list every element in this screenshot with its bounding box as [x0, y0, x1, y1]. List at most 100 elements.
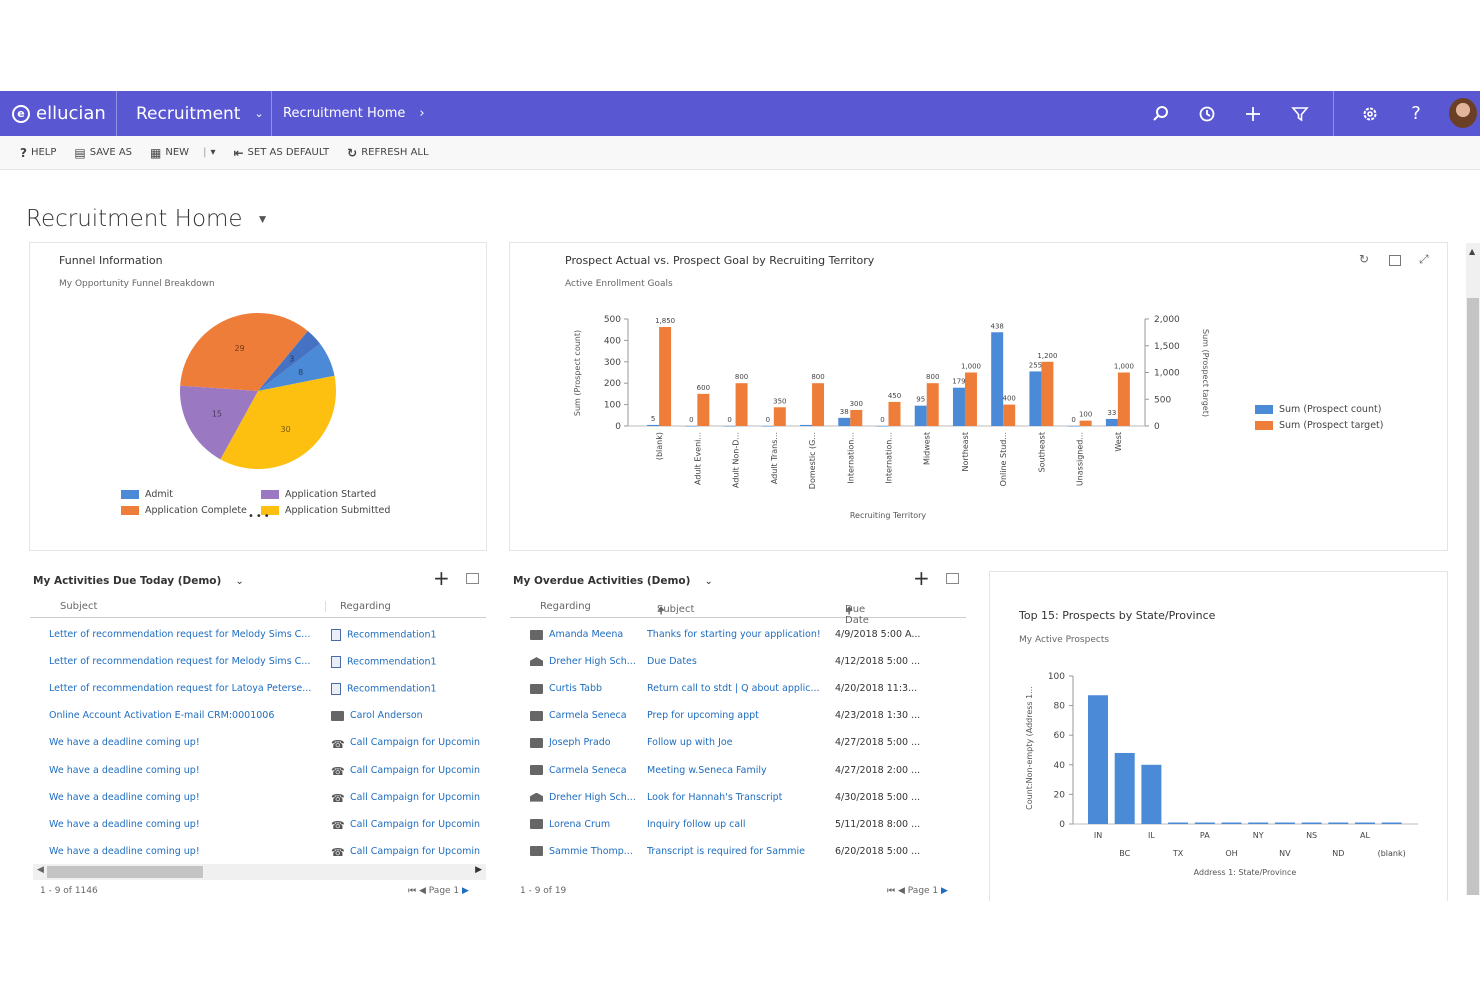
help-button[interactable]: ? HELP	[20, 145, 57, 160]
view-records-icon[interactable]	[1389, 255, 1401, 266]
activity-subject-link[interactable]: We have a deadline coming up!	[49, 845, 200, 857]
table-row[interactable]: Dreher High Sch... Look for Hannah's Tran…	[510, 784, 966, 811]
activity-subject-link[interactable]: We have a deadline coming up!	[49, 791, 200, 803]
overdue-subject-link[interactable]: Follow up with Joe	[647, 737, 733, 749]
overdue-regarding-link[interactable]: Dreher High Sch...	[530, 656, 644, 667]
table-row[interactable]: Carmela Seneca Meeting w.Seneca Family 4/2…	[510, 757, 966, 784]
prospect-bar-chart[interactable]: Sum (Prospect count) Sum (Prospect targe…	[510, 243, 1449, 552]
table-row[interactable]: We have a deadline coming up! ☎ Call Campa…	[30, 811, 486, 838]
scrollbar-thumb[interactable]	[1467, 298, 1479, 895]
horizontal-scrollbar[interactable]: ◀ ▶	[33, 864, 486, 880]
scrollbar-thumb[interactable]	[47, 866, 203, 878]
prev-page-icon[interactable]: ◀	[418, 886, 426, 896]
overdue-subject-link[interactable]: Thanks for starting your application!	[647, 629, 821, 640]
expand-icon[interactable]: ⤢	[1419, 252, 1429, 266]
state-bar-chart[interactable]: Count:Non-empty (Address 1... Address 1:…	[990, 572, 1449, 902]
plus-icon[interactable]	[1239, 91, 1267, 136]
overdue-title[interactable]: My Overdue Activities (Demo) ⌄	[513, 575, 713, 587]
overdue-regarding-link[interactable]: Lorena Crum	[530, 819, 644, 830]
overdue-regarding-link[interactable]: Amanda Meena	[530, 629, 644, 640]
help-icon[interactable]: ?	[1411, 103, 1421, 124]
overdue-regarding-link[interactable]: Carmela Seneca	[530, 710, 644, 721]
settings-icon[interactable]	[1356, 91, 1384, 136]
scroll-up-icon[interactable]: ▲	[1469, 247, 1476, 256]
page-vertical-scrollbar[interactable]: ▲	[1466, 243, 1480, 895]
refresh-all-button[interactable]: ↻ REFRESH ALL	[347, 145, 429, 160]
overdue-regarding-link[interactable]: Sammie Thomp...	[530, 846, 644, 857]
activity-regarding-link[interactable]: ☎ Call Campaign for Upcomin	[331, 737, 487, 748]
activity-subject-link[interactable]: We have a deadline coming up!	[49, 764, 200, 776]
activities-today-title[interactable]: My Activities Due Today (Demo) ⌄	[33, 575, 244, 587]
activity-regarding-link[interactable]: Recommendation1	[331, 628, 487, 641]
table-row[interactable]: Amanda Meena Thanks for starting your app…	[510, 621, 966, 648]
overdue-regarding-link[interactable]: Dreher High Sch...	[530, 792, 644, 803]
module-switcher[interactable]: Recruitment ⌄	[136, 91, 264, 136]
overdue-subject-link[interactable]: Return call to stdt | Q about applic...	[647, 683, 820, 695]
table-row[interactable]: We have a deadline coming up! ☎ Call Campa…	[30, 729, 486, 756]
first-page-icon[interactable]: ⏮	[887, 886, 896, 896]
overdue-regarding-link[interactable]: Curtis Tabb	[530, 683, 644, 694]
activity-subject-link[interactable]: Online Account Activation E-mail CRM:000…	[49, 710, 275, 722]
activity-subject-link[interactable]: We have a deadline coming up!	[49, 818, 200, 830]
overdue-subject-link[interactable]: Prep for upcoming appt	[647, 710, 759, 722]
add-activity-button[interactable]: +	[433, 566, 450, 590]
activity-regarding-link[interactable]: Recommendation1	[331, 655, 487, 668]
overdue-subject-link[interactable]: Transcript is required for Sammie	[647, 845, 806, 857]
activity-subject-link[interactable]: Letter of recommendation request for Mel…	[49, 629, 311, 640]
scroll-right-icon[interactable]: ▶	[475, 865, 482, 875]
overdue-subject-link[interactable]: Due Dates	[647, 656, 697, 668]
grid-view-icon[interactable]	[466, 573, 479, 584]
overdue-subject-link[interactable]: Meeting w.Seneca Family	[647, 764, 767, 776]
activity-regarding-link[interactable]: ☎ Call Campaign for Upcomin	[331, 765, 487, 776]
table-row[interactable]: Joseph Prado Follow up with Joe 4/27/2018 …	[510, 729, 966, 756]
user-avatar[interactable]	[1449, 98, 1477, 128]
activity-subject-link[interactable]: We have a deadline coming up!	[49, 737, 200, 749]
column-regarding[interactable]: Regarding	[325, 601, 391, 612]
table-row[interactable]: Carmela Seneca Prep for upcoming appt 4/23…	[510, 702, 966, 729]
history-icon[interactable]	[1193, 91, 1221, 136]
dropdown-arrow-icon[interactable]: ▾	[210, 147, 216, 158]
set-as-default-button[interactable]: ⇤ SET AS DEFAULT	[233, 145, 330, 160]
save-as-button[interactable]: ▤ SAVE AS	[74, 145, 133, 160]
page-title[interactable]: Recruitment Home ▼	[26, 206, 269, 232]
activity-regarding-link[interactable]: Carol Anderson	[331, 710, 487, 721]
funnel-pie-chart[interactable]: 8 30 15 29 3	[158, 291, 358, 491]
activity-subject-link[interactable]: Letter of recommendation request for Lat…	[49, 683, 312, 695]
next-page-icon[interactable]: ▶	[941, 886, 948, 896]
activity-regarding-link[interactable]: ☎ Call Campaign for Upcomin	[331, 819, 487, 830]
search-icon[interactable]	[1147, 91, 1175, 136]
table-row[interactable]: Online Account Activation E-mail CRM:000…	[30, 702, 486, 729]
overdue-pager[interactable]: ⏮ ◀ Page 1 ▶	[887, 886, 948, 896]
table-row[interactable]: Dreher High Sch... Due Dates 4/12/2018 5:0…	[510, 648, 966, 675]
activity-regarding-link[interactable]: Recommendation1	[331, 682, 487, 695]
table-row[interactable]: Letter of recommendation request for Mel…	[30, 621, 486, 648]
new-button[interactable]: ▦ NEW | ▾	[150, 145, 216, 160]
scroll-left-icon[interactable]: ◀	[37, 865, 44, 875]
overdue-regarding-link[interactable]: Carmela Seneca	[530, 765, 644, 776]
filter-icon[interactable]	[1286, 91, 1314, 136]
first-page-icon[interactable]: ⏮	[408, 886, 417, 896]
overdue-subject-link[interactable]: Inquiry follow up call	[647, 818, 746, 830]
prev-page-icon[interactable]: ◀	[897, 886, 905, 896]
next-page-icon[interactable]: ▶	[462, 886, 469, 896]
refresh-icon[interactable]: ↻	[1359, 252, 1370, 266]
table-row[interactable]: Lorena Crum Inquiry follow up call 5/11/20…	[510, 811, 966, 838]
table-row[interactable]: We have a deadline coming up! ☎ Call Campa…	[30, 757, 486, 784]
add-overdue-button[interactable]: +	[913, 566, 930, 590]
table-row[interactable]: Letter of recommendation request for Mel…	[30, 648, 486, 675]
overdue-subject-link[interactable]: Look for Hannah's Transcript	[647, 791, 783, 803]
column-subject[interactable]: Subject	[60, 601, 98, 612]
table-row[interactable]: We have a deadline coming up! ☎ Call Campa…	[30, 838, 486, 865]
table-row[interactable]: Letter of recommendation request for Lat…	[30, 675, 486, 702]
grid-view-icon[interactable]	[946, 573, 959, 584]
overdue-regarding-link[interactable]: Joseph Prado	[530, 737, 644, 748]
ellucian-logo[interactable]: e ellucian	[12, 91, 106, 136]
activity-regarding-link[interactable]: ☎ Call Campaign for Upcomin	[331, 846, 487, 857]
table-row[interactable]: Sammie Thomp... Transcript is required fo…	[510, 838, 966, 865]
activity-regarding-link[interactable]: ☎ Call Campaign for Upcomin	[331, 792, 487, 803]
more-dots-icon[interactable]: •••	[248, 511, 272, 522]
activity-subject-link[interactable]: Letter of recommendation request for Mel…	[49, 656, 311, 668]
activities-today-pager[interactable]: ⏮ ◀ Page 1 ▶	[408, 886, 469, 896]
table-row[interactable]: Curtis Tabb Return call to stdt | Q about…	[510, 675, 966, 702]
column-regarding[interactable]: Regarding	[540, 601, 591, 612]
